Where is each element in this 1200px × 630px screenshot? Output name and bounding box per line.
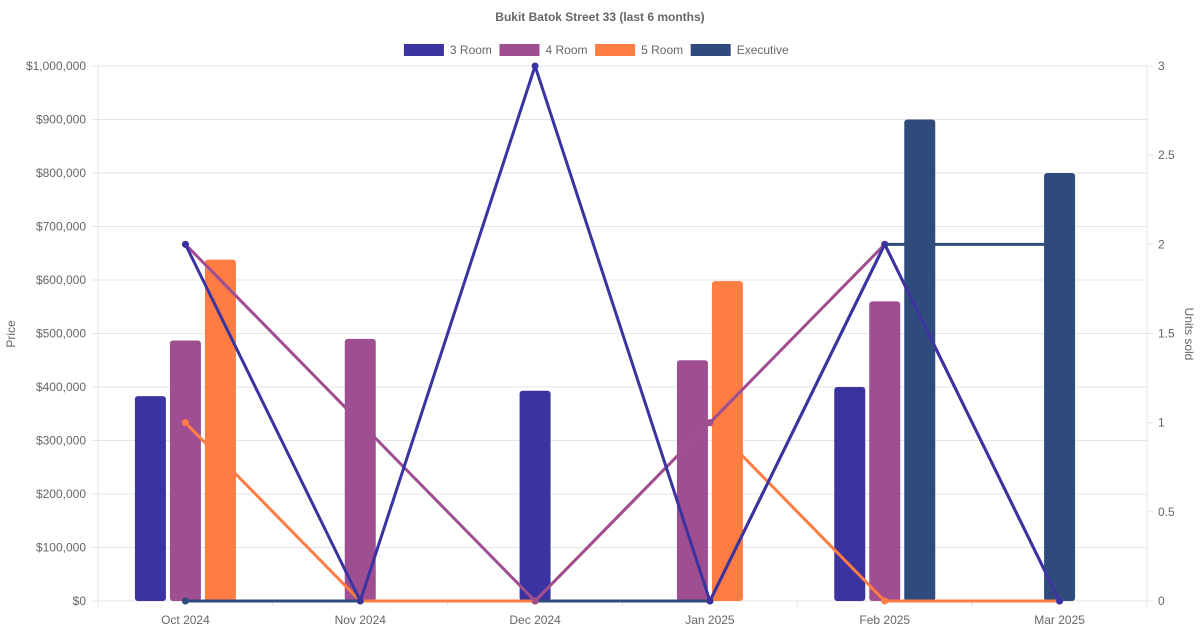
y-tick-label: $800,000: [36, 166, 86, 180]
y2-tick-label: 1: [1158, 416, 1165, 430]
x-tick-label: Mar 2025: [1034, 613, 1085, 627]
line-3-room: [184, 64, 1061, 603]
bar-executive: [904, 119, 936, 601]
y2-tick-label: 0.5: [1158, 505, 1175, 519]
y-tick-label: $1,000,000: [26, 59, 86, 73]
y-tick-label: $400,000: [36, 380, 86, 394]
x-tick-label: Jan 2025: [685, 613, 735, 627]
y-tick-label: $600,000: [36, 273, 86, 287]
y2-tick-label: 2: [1158, 237, 1165, 251]
chart-title: Bukit Batok Street 33 (last 6 months): [495, 10, 704, 24]
bar-5-room: [204, 259, 236, 601]
bar-3-room: [834, 387, 866, 601]
point-5-room: [881, 597, 889, 605]
y2-axis-title: Units sold: [1182, 308, 1196, 361]
x-tick-label: Dec 2024: [509, 613, 561, 627]
y2-tick-label: 3: [1158, 59, 1165, 73]
y-tick-label: $0: [73, 594, 87, 608]
point-3-room: [356, 597, 364, 605]
y2-tick-label: 2.5: [1158, 148, 1175, 162]
legend-label: 5 Room: [641, 43, 683, 57]
point-3-room: [181, 240, 189, 248]
point-executive: [1056, 240, 1064, 248]
legend-label: 3 Room: [450, 43, 492, 57]
bar-3-room: [134, 396, 166, 601]
bar-executive: [1044, 173, 1076, 601]
y2-tick-label: 0: [1158, 594, 1165, 608]
legend-swatch: [499, 44, 540, 56]
y-tick-label: $900,000: [36, 113, 86, 127]
point-4-room: [531, 597, 539, 605]
x-tick-label: Oct 2024: [161, 613, 210, 627]
point-5-room: [181, 419, 189, 427]
bar-4-room: [344, 338, 376, 601]
legend-swatch: [690, 44, 731, 56]
line-executive: [185, 242, 1060, 603]
legend-swatch: [595, 44, 636, 56]
point-3-room: [881, 240, 889, 248]
bar-3-room: [519, 390, 551, 601]
point-3-room: [1056, 597, 1064, 605]
y-tick-label: $200,000: [36, 487, 86, 501]
legend-swatch: [403, 44, 444, 56]
point-executive: [181, 597, 189, 605]
point-4-room: [356, 419, 364, 427]
legend-label: Executive: [737, 43, 789, 57]
y-tick-label: $700,000: [36, 220, 86, 234]
bar-4-room: [169, 340, 201, 601]
y-tick-label: $100,000: [36, 541, 86, 555]
y-tick-label: $500,000: [36, 327, 86, 341]
y-tick-label: $300,000: [36, 434, 86, 448]
y2-tick-label: 1.5: [1158, 327, 1175, 341]
point-3-room: [531, 62, 539, 70]
x-tick-label: Feb 2025: [859, 613, 910, 627]
point-3-room: [706, 597, 714, 605]
bar-4-room: [869, 301, 901, 601]
legend-label: 4 Room: [546, 43, 588, 57]
point-4-room: [706, 419, 714, 427]
x-tick-label: Nov 2024: [335, 613, 387, 627]
y-axis-title: Price: [4, 320, 18, 348]
bar-4-room: [676, 360, 708, 601]
